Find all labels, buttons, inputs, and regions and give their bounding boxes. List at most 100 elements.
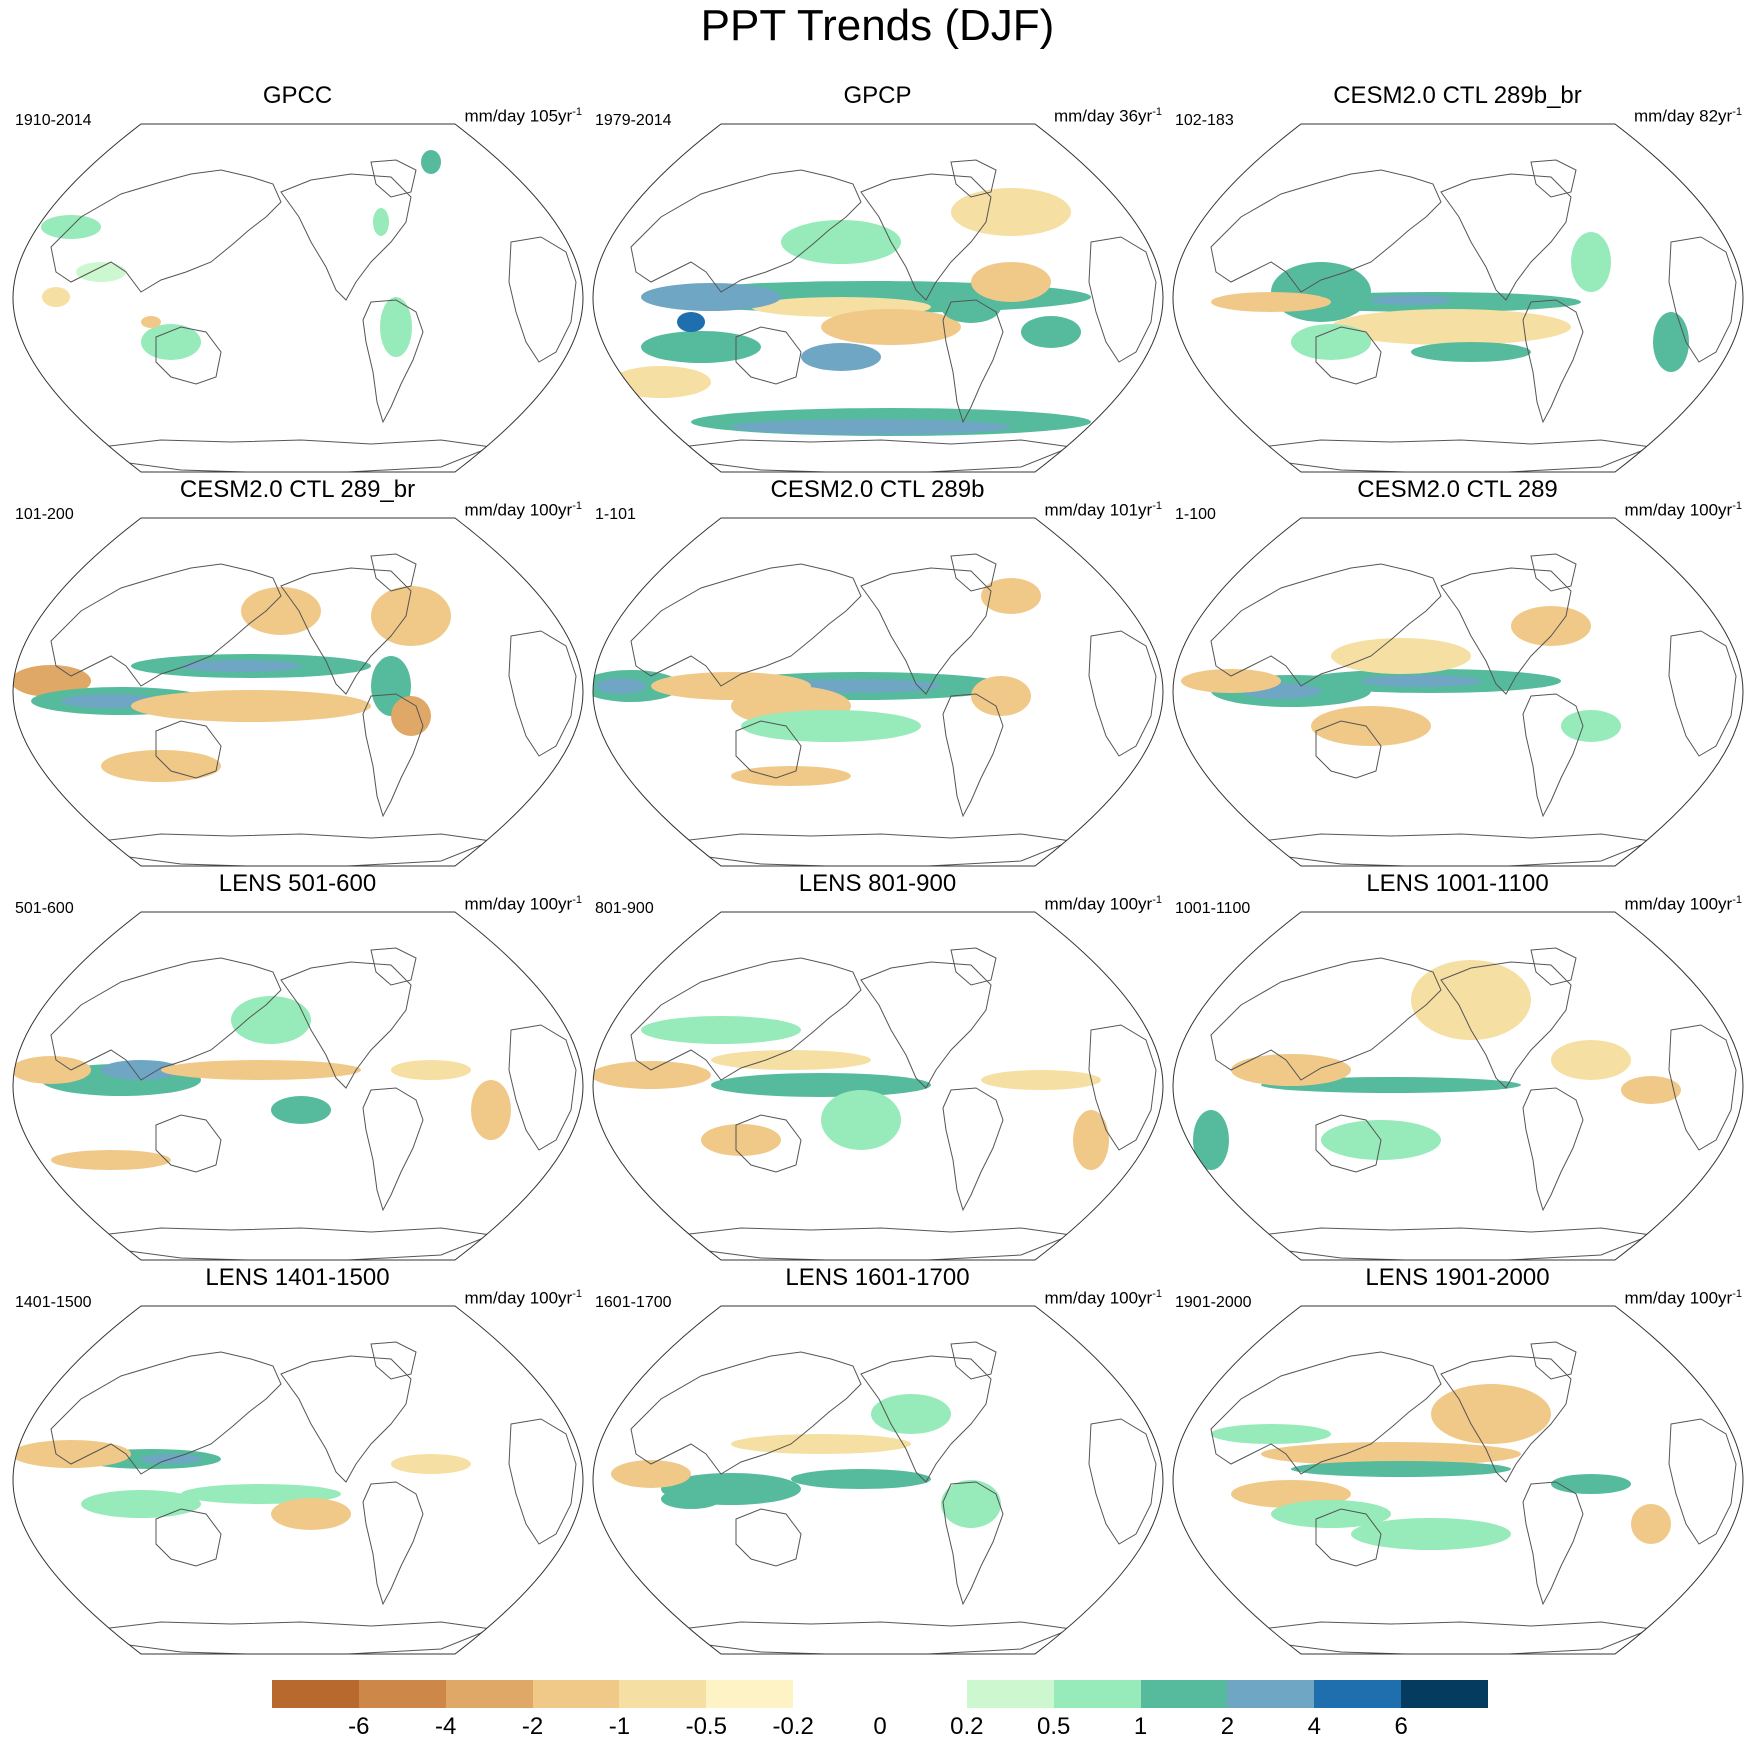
trend-contour [981,578,1041,614]
panel-period: 101-200 [15,506,74,523]
coastline [508,1418,577,1545]
trend-contour [801,343,881,371]
coastline [508,630,577,757]
panel-title: CESM2.0 CTL 289_br [179,476,416,503]
panel-units-exponent: -1 [572,106,582,118]
trend-contour [711,1073,931,1097]
precip-trend-field [1210,1341,1737,1654]
coastline [735,1508,802,1567]
coastline [362,299,424,424]
colorbar-swatch [1053,1680,1141,1708]
trend-contour [1411,342,1531,362]
panel-units: mm/day 36yr-1 [1054,106,1162,127]
trend-contour [1211,292,1331,312]
coastline [280,1355,412,1483]
trend-contour [1361,675,1481,687]
map-border [1172,911,1744,1261]
precip-trend-field [1193,947,1737,1260]
trend-contour [871,1394,951,1434]
panel-units-exponent: -1 [572,894,582,906]
precip-trend-field [13,553,577,866]
trend-contour [1331,638,1471,674]
panel-units: mm/day 100yr-1 [1045,894,1162,915]
coastline [942,693,1004,818]
panel-units-exponent: -1 [1152,500,1162,512]
trend-contour [101,1060,181,1080]
panel-units: mm/day 100yr-1 [1045,1288,1162,1309]
trend-contour [1431,1384,1551,1444]
coastline [1315,720,1382,779]
map-projection [592,517,1164,867]
colorbar-swatches [272,1680,1489,1708]
trend-contour [1271,1500,1391,1528]
map-projection [12,123,584,473]
trend-contour [1291,1461,1511,1477]
map-projection [592,911,1164,1261]
panel-period: 1-101 [595,506,636,523]
trend-contour [1411,960,1531,1040]
panel-units-text: mm/day 100yr [464,894,573,914]
trend-contour [981,1070,1101,1090]
coastline [1530,553,1577,592]
map-panel: CESM2.0 CTL 289 1-100 mm/day 100yr-1 [1165,476,1750,873]
coastline [155,1508,222,1567]
panel-units-exponent: -1 [572,500,582,512]
coastline [370,159,417,198]
panel-units-text: mm/day 100yr [464,500,573,520]
panel-title: CESM2.0 CTL 289 [1357,476,1558,503]
trend-contour [1073,1110,1109,1170]
trend-contour [1331,309,1571,345]
coastline [50,169,282,293]
trend-contour [1021,316,1081,348]
coastline [679,439,1073,472]
map-border [1172,123,1744,473]
panel-units: mm/day 101yr-1 [1045,500,1162,521]
trend-contour [1551,1474,1631,1494]
coastline [950,947,997,986]
colorbar-swatch [706,1680,794,1708]
map-border [592,1305,1164,1655]
trend-contour [380,297,412,357]
coastline [942,1087,1004,1212]
coastline [950,1341,997,1380]
trend-contour [1371,295,1451,305]
panel-units-text: mm/day 100yr [1624,500,1733,520]
panel-units-text: mm/day 100yr [1044,894,1153,914]
trend-contour [421,150,441,174]
panel-units: mm/day 100yr-1 [465,1288,582,1309]
trend-contour [661,1489,721,1509]
trend-contour [951,188,1071,236]
trend-contour [42,287,70,307]
trend-contour [596,678,646,694]
colorbar-swatch [272,1680,359,1708]
panel-period: 1001-1100 [1175,900,1251,917]
panel-units-exponent: -1 [1732,1288,1742,1300]
coastline [155,1114,222,1173]
map-panel: LENS 1901-2000 1901-2000 mm/day 100yr-1 [1165,1264,1750,1661]
colorbar-swatch [880,1680,967,1708]
colorbar-tick-label: -4 [435,1713,457,1740]
panel-units-text: mm/day 100yr [1624,1288,1733,1308]
map-panel: GPCP 1979-2014 mm/day 36yr-1 [585,82,1170,479]
panel-units: mm/day 100yr-1 [1625,500,1742,521]
panel-title: LENS 1401-1500 [205,1264,390,1291]
panel-units-exponent: -1 [1152,894,1162,906]
coastline [1440,567,1572,695]
coastline [630,563,862,687]
coastline [99,1621,493,1654]
coastline [1210,957,1442,1081]
precip-trend-field [1210,159,1737,472]
panel-units-text: mm/day 105yr [464,106,573,126]
trend-contour [51,1150,171,1170]
coastline [860,961,992,1089]
map-projection [1172,911,1744,1261]
trend-contour [231,996,311,1044]
colorbar-swatch [619,1680,707,1708]
colorbar-tick-label: 0.2 [950,1713,984,1740]
trend-contour [181,660,301,672]
coastline [860,1355,992,1483]
panel-units: mm/day 100yr-1 [1625,894,1742,915]
panel-title: GPCC [262,82,333,109]
coastline [942,1481,1004,1606]
trend-contour [593,1061,711,1089]
